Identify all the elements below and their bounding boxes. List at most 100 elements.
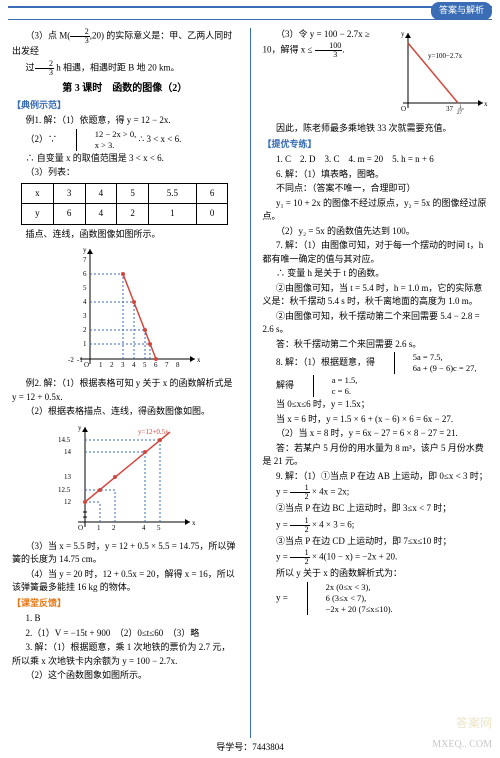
case-line: 2x (0≤x < 3), [312,582,393,593]
cell: 4 [85,183,117,204]
para: 因此，陈老师最多乘地铁 33 次就需要充值。 [263,122,489,136]
cases: 12 − 2x > 0, x > 3. [76,129,136,151]
svg-text:7: 7 [165,361,169,369]
tag-practice: 【提优专练】 [263,138,489,152]
cases: 5a = 7.5, 6a + (9 − 6)c = 27, [394,352,476,374]
para: 1. C 2. D 3. C 4. m = 20 5. h = n + 6 [263,153,489,167]
svg-text:1: 1 [83,340,87,348]
svg-text:3: 3 [83,312,87,320]
cell: y [22,204,54,225]
para: （3）列表： [12,166,238,180]
para: 2.（1）V = −15t + 900 （2）0≤t≤60 （3）略 [12,627,238,641]
fraction: 12 [290,549,310,566]
svg-text:12: 12 [64,498,72,506]
cell: 5 [117,183,149,204]
footer: 导学号：7443804 [0,741,500,755]
para: 6. 解：（1）填表略，图略。 [263,168,489,182]
svg-text:6: 6 [154,361,158,369]
table-row: y 6 4 2 1 0 [22,204,228,225]
cell: 4 [85,204,117,225]
text: . [342,44,344,54]
para: 1. B [12,612,238,626]
data-table: x 3 4 5 5.5 6 y 6 4 2 1 0 [21,183,228,225]
svg-text:1: 1 [99,361,103,369]
svg-text:6: 6 [83,270,87,278]
para: y = 12 × 4x = 2x; [263,484,489,501]
fraction: 1003 [315,42,343,59]
svg-text:O: O [84,361,89,369]
para: y = 2x (0≤x < 3), 6 (3≤x < 7), −2x + 20 … [263,582,489,615]
para: （2）这个函数图象如图所示。 [12,669,238,683]
case-line: 6 (3≤x < 7), [312,593,393,604]
para: （3）当 x = 5.5 时，y = 12 + 0.5 × 5.5 = 14.7… [12,540,238,567]
cases: 2x (0≤x < 3), 6 (3≤x < 7), −2x + 20 (7≤x… [307,582,393,615]
svg-text:13: 13 [64,473,72,481]
section-title: 第 3 课时 函数的图像（2） [12,81,238,96]
fraction: 23 [70,28,90,45]
para: （4）当 y = 20 时，12 + 0.5x = 20，解得 x = 16，所… [12,568,238,595]
page-body: （3）点 M(23,20) 的实际意义是：甲、乙两人同时出发经 过23 h 相遇… [12,28,488,738]
cell: 3 [53,183,85,204]
text: y = [276,552,290,562]
text: 8. 解：（1）根据题意，得 [276,357,375,367]
svg-text:4: 4 [142,524,146,532]
para: 7. 解：（1）由图像可知，对于每一个摆动的时间 t，h 都有唯一确定的值与其对… [263,239,489,266]
case-line: −2x + 20 (7≤x≤10). [312,604,393,615]
svg-text:7: 7 [83,256,87,264]
text: （3）点 M( [26,31,71,41]
para: 9. 解：（1）①当点 P 在边 AB 上运动，即 0≤x < 3 时； [263,470,489,484]
para: y = 12 × 4(10 − x) = −2x + 20. [263,549,489,566]
para: ②由图像可知，秋千摆动第二个来回需要 5.4 − 2.8 = 2.6 s。 [263,310,489,337]
para: y₁ = 10 + 2x 的图像不经过原点，y₂ = 5x 的图像经过原点。 [263,197,489,224]
svg-text:5: 5 [157,524,161,532]
right-column: xyO y=100−2.7x 37 1 27 （3）令 y = 100 − 2.… [263,28,489,738]
para: 答：若某户 5 月份的用水量为 8 m³，该户 5 月份水费是 21 元。 [263,442,489,469]
header-label: 答案与解析 [431,2,492,20]
para: 插点、连线，函数图像如图所示。 [12,228,238,242]
case-line: x > 3. [81,140,136,151]
para: ②由图像可知，当 t = 5.4 时，h = 1.0 m，它的实际意义是：秋千摆… [263,282,489,309]
para: ③当点 P 在边 CD 上运动时，即 7≤x≤10 时； [263,535,489,549]
cell: 5.5 [149,183,197,204]
case-line: 12 − 2x > 0, [81,129,136,140]
fraction: 23 [35,60,55,77]
graph-1: x y O -2-1 123 456 78 123 4567 [50,244,200,374]
svg-text:y: y [401,30,405,38]
tag-examples: 【典例示范】 [12,99,238,113]
left-column: （3）点 M(23,20) 的实际意义是：甲、乙两人同时出发经 过23 h 相遇… [12,28,238,738]
para: 8. 解：（1）根据题意，得 5a = 7.5, 6a + (9 − 6)c =… [263,352,489,374]
svg-text:x: x [197,356,200,364]
svg-text:4: 4 [83,298,87,306]
case-line: 5a = 7.5, [399,352,476,363]
svg-text:12.5: 12.5 [58,486,71,494]
watermark-top: 答案网 [456,714,492,732]
column-divider [250,28,251,738]
para: （2）根据表格描点、连线，得函数图像如图。 [12,405,238,419]
text: y = [276,519,290,529]
svg-text:2: 2 [112,524,116,532]
watermark-bottom: MXEQ.. COM [432,737,492,752]
svg-text:1: 1 [97,524,101,532]
svg-text:2: 2 [83,326,87,334]
para: 当 x = 6 时，y = 1.5 × 6 + (x − 6) × 6 = 6x… [263,413,489,427]
text: × 4 × 3 = 6; [310,519,355,529]
graph-3: xyO y=100−2.7x 37 1 27 [388,28,488,118]
cases: a = 1.5, c = 6. [313,375,357,397]
svg-text:y: y [83,246,87,254]
para: ∴ 自变量 x 的取值范围是 3 < x < 6. [12,152,238,166]
svg-text:14: 14 [64,448,72,456]
text: × 4(10 − x) = −2x + 20. [310,552,398,562]
svg-text:-1: -1 [77,356,83,364]
case-line: a = 1.5, [318,375,357,386]
svg-text:3: 3 [121,361,125,369]
text: 解得 [276,380,294,390]
para: ∴ 变量 h 是关于 t 的函数。 [263,267,489,281]
svg-text:-2: -2 [68,356,74,364]
fraction: 12 [290,484,310,501]
graph-2: xyO 1245 1212.513 1414.5 [50,422,200,537]
cell: 2 [117,204,149,225]
para: ②当点 P 在边 BC 上运动时，即 3≤x < 7 时； [263,502,489,516]
svg-text:4: 4 [132,361,136,369]
svg-text:14.5: 14.5 [58,436,71,444]
para: 过23 h 相遇，相遇时距 B 地 20 km。 [12,60,238,77]
